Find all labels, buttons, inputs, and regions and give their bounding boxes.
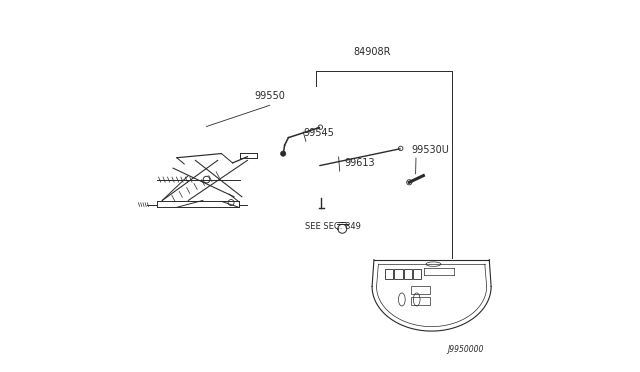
Bar xyxy=(404,269,412,279)
Bar xyxy=(411,297,429,305)
Bar xyxy=(411,286,429,294)
Text: SEE SEC. 849: SEE SEC. 849 xyxy=(305,222,361,231)
Text: 84908R: 84908R xyxy=(353,47,391,57)
Circle shape xyxy=(280,151,286,156)
Bar xyxy=(413,269,421,279)
Bar xyxy=(385,269,394,279)
Text: 99530U: 99530U xyxy=(411,144,449,154)
Text: J9950000: J9950000 xyxy=(447,344,484,353)
Bar xyxy=(394,269,403,279)
Circle shape xyxy=(406,180,412,185)
Text: 99545: 99545 xyxy=(303,128,334,138)
Text: 99550: 99550 xyxy=(254,90,285,100)
Text: 99613: 99613 xyxy=(344,157,375,167)
